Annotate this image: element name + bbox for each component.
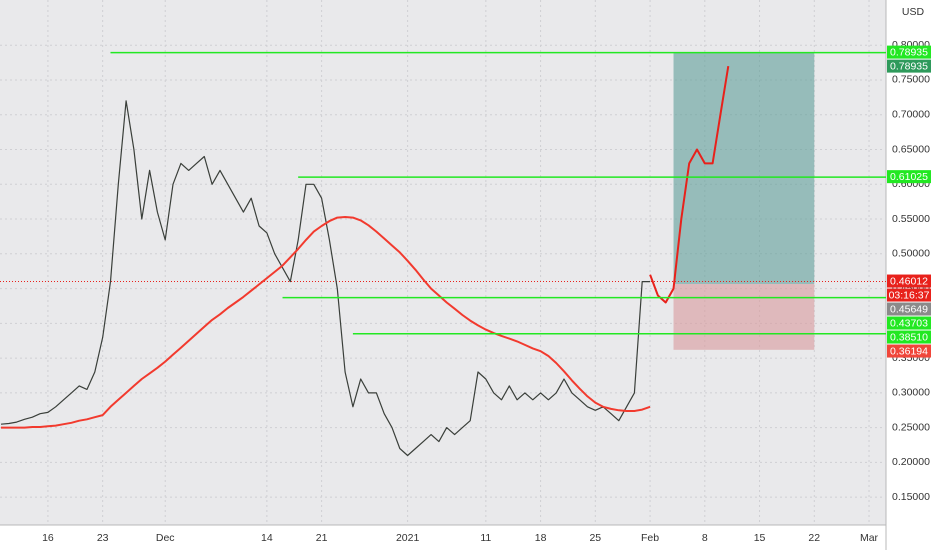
y-tick-label: 0.20000 (892, 456, 930, 468)
price-label: 0.45649 (890, 303, 928, 315)
price-label-box (887, 59, 931, 73)
y-tick-label: 0.70000 (892, 109, 930, 121)
y-tick-label: 0.50000 (892, 248, 930, 260)
x-tick-label: 23 (97, 532, 109, 544)
x-tick-label: 2021 (396, 532, 420, 544)
price-label-box (887, 170, 931, 184)
x-tick-label: 15 (754, 532, 766, 544)
price-label: 0.38510 (890, 331, 928, 343)
x-tick-label: 8 (702, 532, 708, 544)
series-line (1, 216, 651, 429)
y-tick-label: 0.15000 (892, 491, 930, 503)
price-label-box (887, 302, 931, 316)
y-tick-label: 0.75000 (892, 74, 930, 86)
time-axis (0, 525, 886, 550)
countdown-box (887, 288, 931, 302)
price-label: 0.78935 (890, 46, 928, 58)
price-label-box (887, 316, 931, 330)
y-tick-label: 0.25000 (892, 421, 930, 433)
currency-label: USD (902, 6, 925, 18)
x-tick-label: 14 (261, 532, 273, 544)
stop-zone (673, 284, 815, 350)
price-label: 0.43703 (890, 317, 928, 329)
series-line (649, 65, 730, 304)
y-tick-label: 0.65000 (892, 143, 930, 155)
countdown-label: 03:16:37 (889, 289, 930, 301)
x-tick-label: Dec (156, 532, 175, 544)
x-tick-label: 25 (589, 532, 601, 544)
price-label-box (887, 45, 931, 59)
series-line (0, 100, 651, 457)
price-label-box (887, 330, 931, 344)
price-label-box (887, 274, 931, 288)
x-tick-label: 11 (480, 532, 491, 544)
x-tick-label: 18 (535, 532, 547, 544)
x-tick-label: 22 (808, 532, 820, 544)
x-tick-label: Mar (860, 532, 879, 544)
x-tick-label: 21 (316, 532, 328, 544)
price-label-box (887, 344, 931, 358)
price-label: 0.78935 (890, 60, 928, 72)
x-tick-label: Feb (641, 532, 659, 544)
y-tick-label: 0.30000 (892, 387, 930, 399)
y-tick-label: 0.55000 (892, 213, 930, 225)
price-label: 0.61025 (890, 171, 928, 183)
x-tick-label: 16 (42, 532, 54, 544)
price-label: 0.46012 (890, 275, 928, 287)
price-label: 0.36194 (890, 345, 928, 357)
target-zone (673, 52, 815, 285)
